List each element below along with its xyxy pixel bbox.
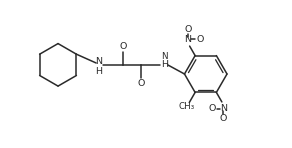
Text: O: O (220, 114, 227, 123)
Text: N: N (220, 104, 227, 113)
Text: N: N (184, 35, 191, 44)
Text: O: O (119, 42, 127, 51)
Text: CH₃: CH₃ (178, 102, 194, 111)
Text: H: H (95, 67, 102, 76)
Text: O: O (208, 104, 216, 113)
Text: N: N (95, 57, 102, 66)
Text: O: O (184, 25, 192, 34)
Text: O: O (197, 35, 204, 44)
Text: H: H (161, 60, 168, 69)
Text: O: O (138, 79, 145, 88)
Text: N: N (161, 52, 168, 61)
